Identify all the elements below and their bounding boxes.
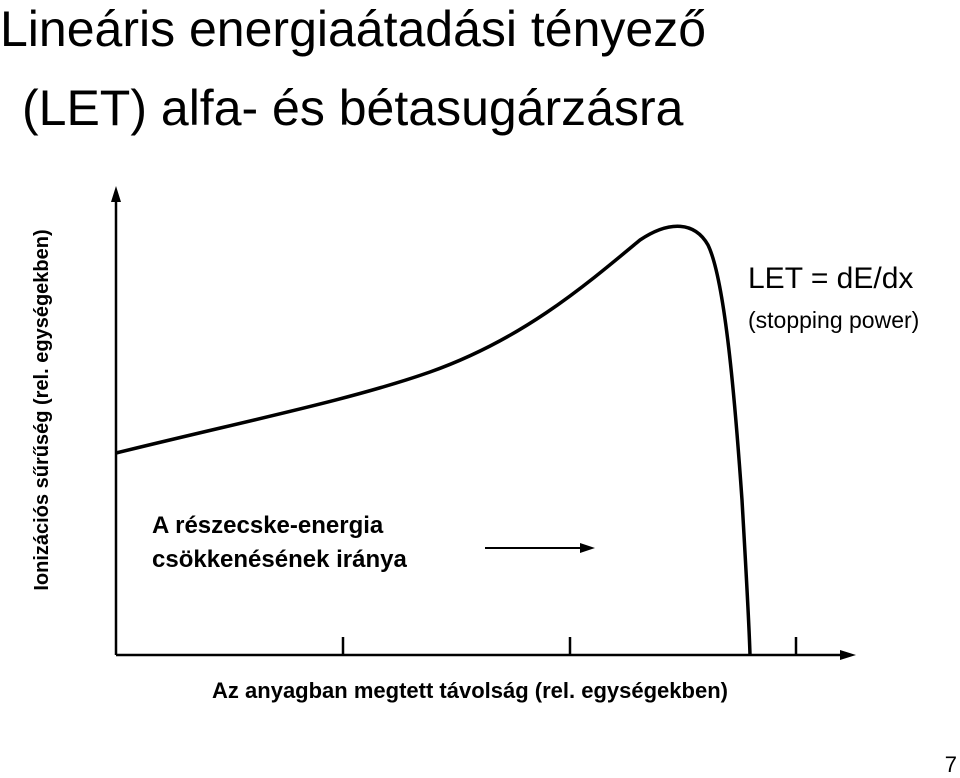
page-number: 7	[945, 752, 957, 777]
title-line: Lineáris energiaátadási tényező	[0, 1, 706, 57]
x-axis-label: Az anyagban megtett távolság (rel. egysé…	[212, 678, 728, 703]
x-arrow	[840, 650, 856, 660]
formula: LET = dE/dx	[748, 262, 913, 295]
bragg-curve	[115, 224, 752, 656]
direction-arrowhead	[580, 543, 595, 553]
title-line: (LET) alfa- és bétasugárzásra	[22, 80, 684, 136]
formula-note: (stopping power)	[748, 307, 919, 333]
axes	[111, 186, 856, 660]
y-axis-label: Ionizációs sűrűség (rel. egységekben)	[31, 229, 53, 590]
annotation-line: A részecske-energia	[152, 512, 384, 539]
y-arrow	[111, 186, 121, 202]
annotation-line: csökkenésének iránya	[152, 546, 407, 573]
